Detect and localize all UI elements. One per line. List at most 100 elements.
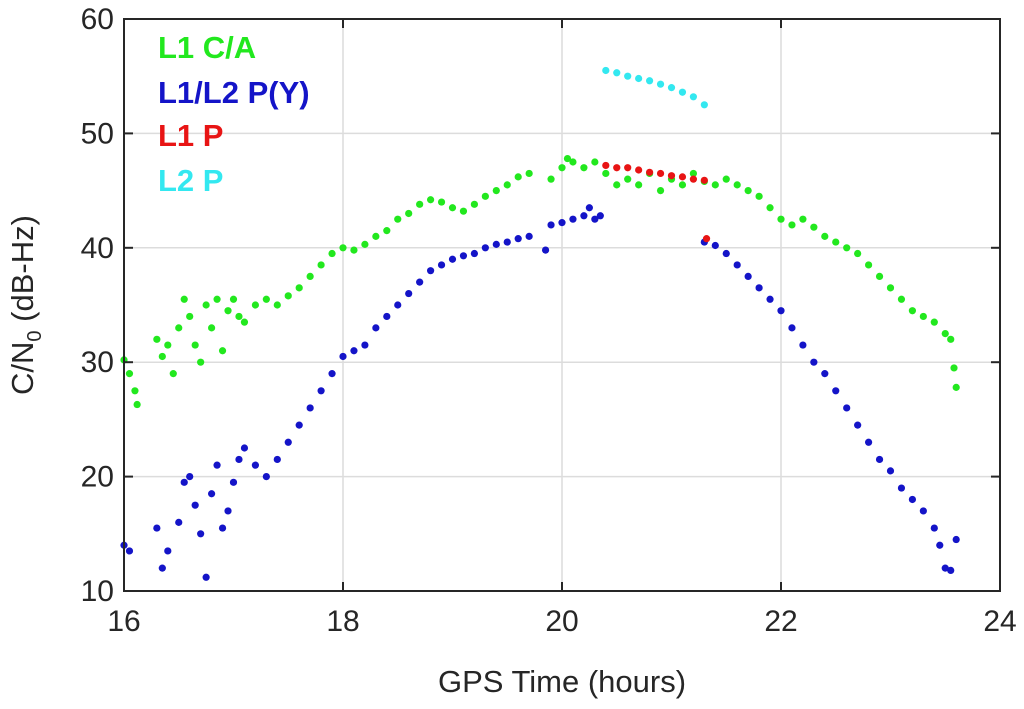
data-point [361,341,369,349]
data-point [470,200,478,208]
data-point [875,272,884,280]
data-point [153,524,161,532]
y-tick-label: 50 [81,117,114,150]
data-point [394,301,402,309]
y-tick-label: 10 [81,575,114,608]
data-point [547,175,555,183]
data-point [919,312,927,321]
data-point [755,284,763,292]
data-point [383,312,391,321]
data-point [175,324,183,332]
data-point [503,181,511,189]
data-point [224,507,232,515]
data-point [514,173,522,181]
data-point [689,175,698,183]
data-point [865,438,873,446]
data-point [711,181,719,189]
data-point [350,246,358,254]
data-point [777,307,785,315]
data-point [635,166,643,174]
data-point [158,564,166,572]
data-point [678,88,687,96]
data-point [678,173,687,181]
data-point [558,164,566,172]
y-tick-label: 40 [81,232,114,265]
data-point [613,164,621,172]
y-tick-labels: 10 20 30 40 50 60 [81,3,114,608]
data-point [788,221,796,229]
data-point [394,215,402,223]
data-point [405,289,413,298]
data-point [689,93,698,101]
data-point [164,341,172,349]
data-point [744,272,752,280]
data-point [602,66,610,75]
series-l1-c-a [120,154,960,409]
data-point [766,204,774,212]
data-point [175,518,183,526]
data-point [306,272,314,280]
data-point [843,244,851,252]
data-point [372,232,380,240]
data-point [405,209,413,218]
legend-entry-l1-ca: L1 C/A [158,30,256,65]
data-point [492,240,500,248]
legend-entry-l1-p: L1 P [158,118,223,153]
data-point [328,370,336,378]
data-point [481,192,489,200]
data-markers [120,66,960,581]
data-point [624,175,632,183]
data-point [596,212,604,220]
data-point [656,169,665,178]
y-tick-label: 20 [81,461,114,494]
data-point [372,324,380,332]
data-point [284,292,292,300]
data-point [470,249,478,258]
data-point [585,204,593,212]
data-point [169,370,177,378]
data-point [799,341,807,349]
data-point [908,307,917,315]
data-point [947,566,955,575]
data-point [514,235,522,243]
data-point [437,198,446,206]
data-point [865,261,873,269]
data-point [613,181,621,189]
data-point [339,352,347,361]
data-point [635,74,643,83]
legend-entry-l2-p: L2 P [158,163,223,198]
data-point [416,278,424,286]
data-point [295,421,303,429]
data-point [558,219,566,227]
data-point [273,301,281,309]
data-point [908,495,917,504]
data-point [569,215,577,223]
data-point [164,547,172,555]
data-point [202,573,210,581]
data-point [213,461,221,469]
series-l1-p [602,161,711,243]
data-point [284,438,292,446]
data-point [197,530,205,538]
data-point [448,204,457,212]
data-point [624,72,632,80]
data-point [580,164,588,172]
data-point [700,176,708,184]
data-point [427,196,435,204]
axis-ticks [123,18,1001,592]
data-point [503,238,511,246]
data-point [361,240,369,248]
data-point [459,207,468,215]
data-point [722,249,730,258]
data-point [131,387,139,395]
data-point [427,267,435,275]
legend: L1 C/A L1/L2 P(Y) L1 P L2 P [158,30,310,198]
data-point [854,249,862,258]
x-tick-labels: 16 18 20 22 24 [107,605,1016,638]
data-point [832,387,840,395]
data-point [240,318,249,326]
data-point [810,358,818,366]
data-point [941,564,949,572]
data-point [947,335,955,343]
